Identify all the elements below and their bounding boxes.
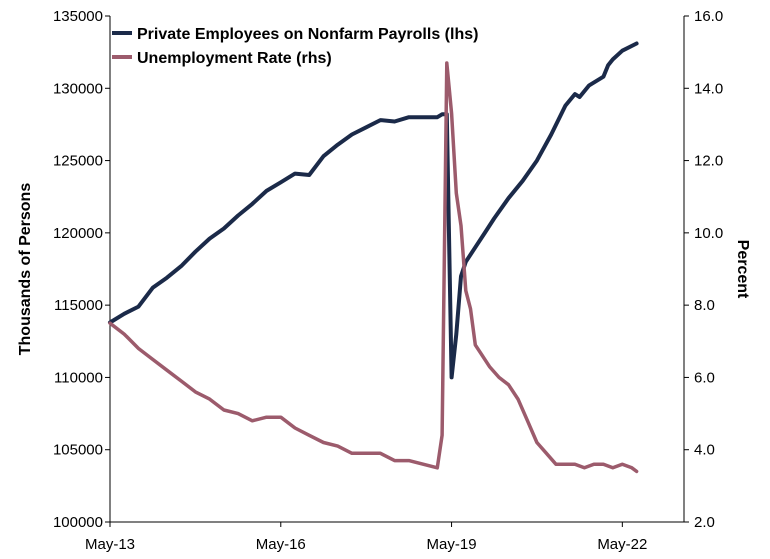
right-y-axis-ticks: 2.0 4.0 6.0 8.0 10.0 12.0 14.0 16.0 xyxy=(684,8,723,531)
right-tick-label: 2.0 xyxy=(694,514,715,531)
left-tick-label: 125000 xyxy=(53,153,103,170)
left-tick-label: 120000 xyxy=(53,225,103,242)
left-tick-label: 105000 xyxy=(53,442,103,459)
right-tick-label: 10.0 xyxy=(694,225,723,242)
series-line-payrolls xyxy=(108,41,639,380)
left-tick-label: 115000 xyxy=(54,297,103,314)
left-axis-title: Thousands of Persons xyxy=(17,183,34,356)
x-tick-label: May-22 xyxy=(597,536,647,553)
right-tick-label: 8.0 xyxy=(694,297,715,314)
right-tick-label: 14.0 xyxy=(694,80,723,97)
plot-frame xyxy=(109,16,685,523)
legend-label-payrolls: Private Employees on Nonfarm Payrolls (l… xyxy=(137,26,478,43)
right-tick-label: 6.0 xyxy=(694,369,715,386)
left-tick-label: 110000 xyxy=(54,369,103,386)
left-y-axis-ticks: 100000 105000 110000 115000 120000 125000 1300… xyxy=(53,8,110,531)
right-tick-label: 16.0 xyxy=(694,8,723,25)
legend: Private Employees on Nonfarm Payrolls (l… xyxy=(112,26,478,67)
left-tick-label: 135000 xyxy=(53,8,103,25)
right-axis-title: Percent xyxy=(734,240,751,299)
x-tick-label: May-19 xyxy=(427,536,477,553)
x-tick-label: May-13 xyxy=(85,536,135,553)
x-tick-label: May-16 xyxy=(256,536,306,553)
series-line-unemployment xyxy=(108,61,639,474)
series-layer xyxy=(108,41,639,474)
left-tick-label: 130000 xyxy=(53,80,103,97)
left-tick-label: 100000 xyxy=(53,514,103,531)
x-axis-ticks: May-13 May-16 May-19 May-22 xyxy=(85,522,647,553)
right-tick-label: 4.0 xyxy=(694,442,715,459)
right-tick-label: 12.0 xyxy=(694,153,723,170)
legend-label-unemployment: Unemployment Rate (rhs) xyxy=(137,50,332,67)
